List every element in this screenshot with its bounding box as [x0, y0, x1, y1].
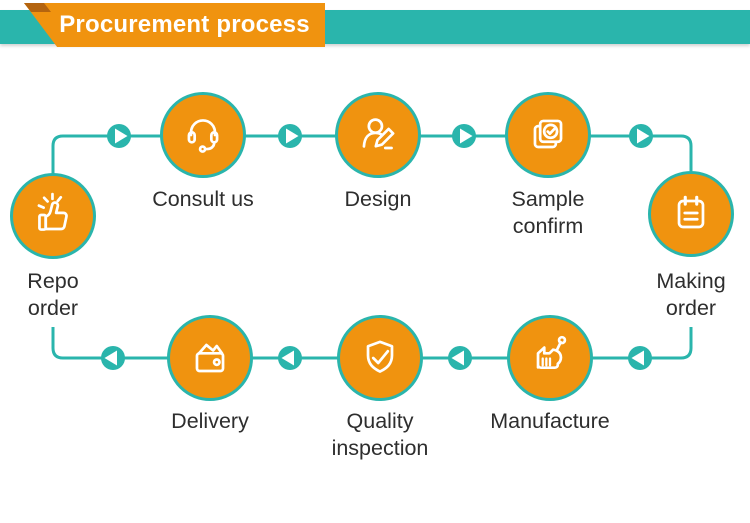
arrow-left-4	[101, 346, 125, 370]
arrow-left-2	[448, 346, 472, 370]
step-label-manufacture: Manufacture	[490, 409, 610, 433]
ribbon-fold-corner	[24, 3, 51, 12]
step-label-design: Design	[344, 187, 412, 211]
headset-icon	[187, 119, 219, 153]
step-node-quality-inspection	[337, 315, 423, 401]
step-node-consult-us	[160, 92, 246, 178]
step-node-delivery	[167, 315, 253, 401]
arrow-right-2	[278, 124, 302, 148]
step-node-making-order	[648, 171, 734, 257]
notepad-icon	[677, 195, 705, 229]
step-node-manufacture	[507, 315, 593, 401]
step-node-design	[335, 92, 421, 178]
step-label-making-order: Making order	[656, 269, 726, 320]
step-label-delivery: Delivery	[171, 409, 249, 433]
arrow-left-1	[628, 346, 652, 370]
shield-check-icon	[366, 340, 394, 373]
arrow-right-1	[107, 124, 131, 148]
arrow-left-3	[278, 346, 302, 370]
arrow-right-4	[629, 124, 653, 148]
page-title: Procurement process	[59, 11, 310, 38]
step-node-repo-order	[10, 173, 96, 259]
step-node-sample-confirm	[505, 92, 591, 178]
header-ribbon	[24, 3, 325, 47]
machine-icon	[536, 335, 567, 370]
step-label-sample-confirm: Sample confirm	[511, 187, 585, 238]
step-label-repo-order: Repo order	[27, 269, 79, 320]
thumbs-up-icon	[37, 192, 68, 231]
step-label-quality-inspection: Quality inspection	[331, 409, 429, 460]
person-pencil-icon	[362, 118, 395, 150]
wallet-icon	[195, 343, 225, 373]
document-check-icon	[533, 119, 563, 149]
arrow-right-3	[452, 124, 476, 148]
step-label-consult-us: Consult us	[152, 187, 254, 211]
